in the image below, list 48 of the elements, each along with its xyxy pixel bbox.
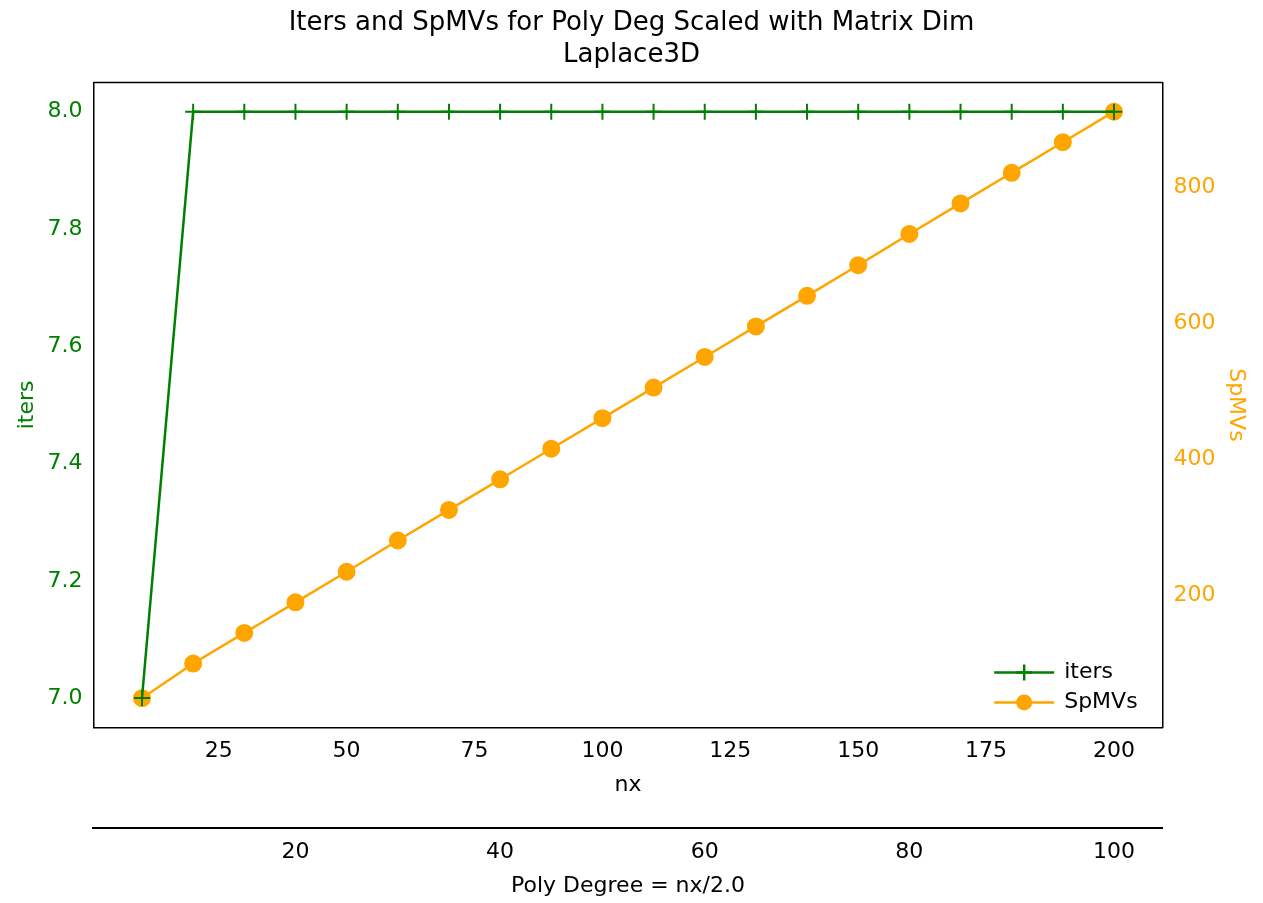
y2-tick-label: 800 bbox=[1173, 173, 1216, 199]
x-tick-label: 75 bbox=[460, 737, 489, 763]
point bbox=[1002, 163, 1021, 182]
point bbox=[644, 378, 663, 397]
x-axis-title: nx bbox=[614, 770, 642, 796]
point bbox=[951, 194, 970, 213]
point bbox=[184, 654, 203, 673]
x2-tick-label: 60 bbox=[690, 838, 719, 864]
y2-tick-label: 200 bbox=[1173, 581, 1216, 607]
y-tick-label: 7.8 bbox=[47, 214, 83, 240]
y2-tick-label: 600 bbox=[1173, 309, 1216, 335]
y-tick-label: 7.2 bbox=[47, 566, 83, 592]
point bbox=[388, 531, 407, 550]
y-tick-label: 8.0 bbox=[47, 97, 83, 123]
y-tick-label: 7.0 bbox=[47, 683, 83, 709]
legend-label: iters bbox=[1064, 658, 1113, 684]
point bbox=[337, 562, 356, 581]
point bbox=[593, 409, 612, 428]
x-tick-label: 50 bbox=[332, 737, 361, 763]
point bbox=[746, 317, 765, 336]
x2-tick-label: 100 bbox=[1093, 838, 1136, 864]
point bbox=[798, 286, 817, 305]
x-tick-label: 150 bbox=[837, 737, 880, 763]
x-tick-label: 200 bbox=[1093, 737, 1136, 763]
x-tick-label: 25 bbox=[204, 737, 233, 763]
y2-tick-label: 400 bbox=[1173, 445, 1216, 471]
legend-label: SpMVs bbox=[1064, 688, 1138, 714]
chart-title: Iters and SpMVs for Poly Deg Scaled with Matrix Dim Laplace3D bbox=[288, 6, 975, 68]
point bbox=[235, 623, 254, 642]
y-tick-label: 7.6 bbox=[47, 331, 83, 357]
point bbox=[900, 224, 919, 243]
x2-tick-label: 20 bbox=[281, 838, 310, 864]
y-axis-title: iters bbox=[12, 380, 38, 430]
x2-tick-label: 80 bbox=[895, 838, 924, 864]
point bbox=[286, 593, 305, 612]
y2-axis-title: SpMVs bbox=[1225, 368, 1251, 442]
point bbox=[695, 347, 714, 366]
x-tick-label: 100 bbox=[581, 737, 624, 763]
point bbox=[1053, 133, 1072, 152]
point bbox=[439, 500, 458, 519]
y-tick-label: 7.4 bbox=[47, 449, 83, 475]
x-tick-label: 175 bbox=[965, 737, 1008, 763]
point bbox=[491, 470, 510, 489]
x2-tick-label: 40 bbox=[486, 838, 515, 864]
point bbox=[542, 439, 561, 458]
point bbox=[849, 256, 868, 275]
x2-axis-title: Poly Degree = nx/2.0 bbox=[511, 871, 745, 897]
x-tick-label: 125 bbox=[709, 737, 752, 763]
